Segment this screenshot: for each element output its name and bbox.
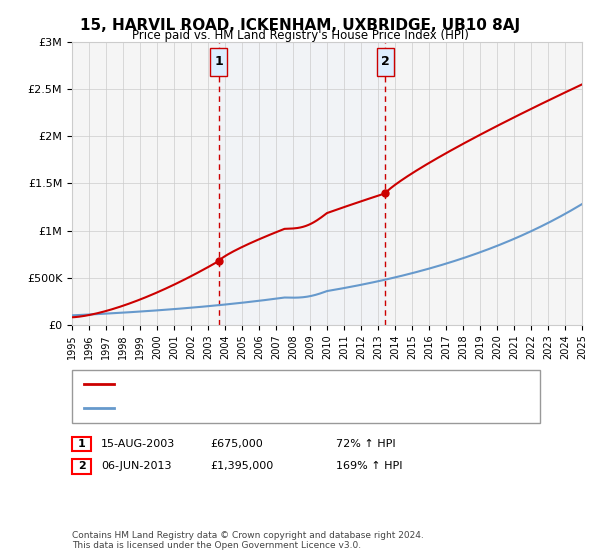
FancyBboxPatch shape: [377, 48, 394, 76]
Text: 169% ↑ HPI: 169% ↑ HPI: [336, 461, 403, 472]
Text: 06-JUN-2013: 06-JUN-2013: [101, 461, 172, 472]
Text: £1,395,000: £1,395,000: [210, 461, 273, 472]
Text: Contains HM Land Registry data © Crown copyright and database right 2024.
This d: Contains HM Land Registry data © Crown c…: [72, 530, 424, 550]
Text: 15, HARVIL ROAD, ICKENHAM, UXBRIDGE, UB10 8AJ (detached house): 15, HARVIL ROAD, ICKENHAM, UXBRIDGE, UB1…: [117, 380, 459, 390]
FancyBboxPatch shape: [210, 48, 227, 76]
Text: Price paid vs. HM Land Registry's House Price Index (HPI): Price paid vs. HM Land Registry's House …: [131, 29, 469, 42]
Text: 2: 2: [78, 461, 85, 472]
Text: 15-AUG-2003: 15-AUG-2003: [101, 439, 175, 449]
Text: 1: 1: [214, 55, 223, 68]
Text: HPI: Average price, detached house, Hillingdon: HPI: Average price, detached house, Hill…: [117, 403, 347, 413]
Bar: [218, 42, 385, 325]
Text: 72% ↑ HPI: 72% ↑ HPI: [336, 439, 395, 449]
Text: £675,000: £675,000: [210, 439, 263, 449]
Text: 1: 1: [78, 439, 85, 449]
Text: 2: 2: [381, 55, 389, 68]
Text: 15, HARVIL ROAD, ICKENHAM, UXBRIDGE, UB10 8AJ: 15, HARVIL ROAD, ICKENHAM, UXBRIDGE, UB1…: [80, 18, 520, 33]
